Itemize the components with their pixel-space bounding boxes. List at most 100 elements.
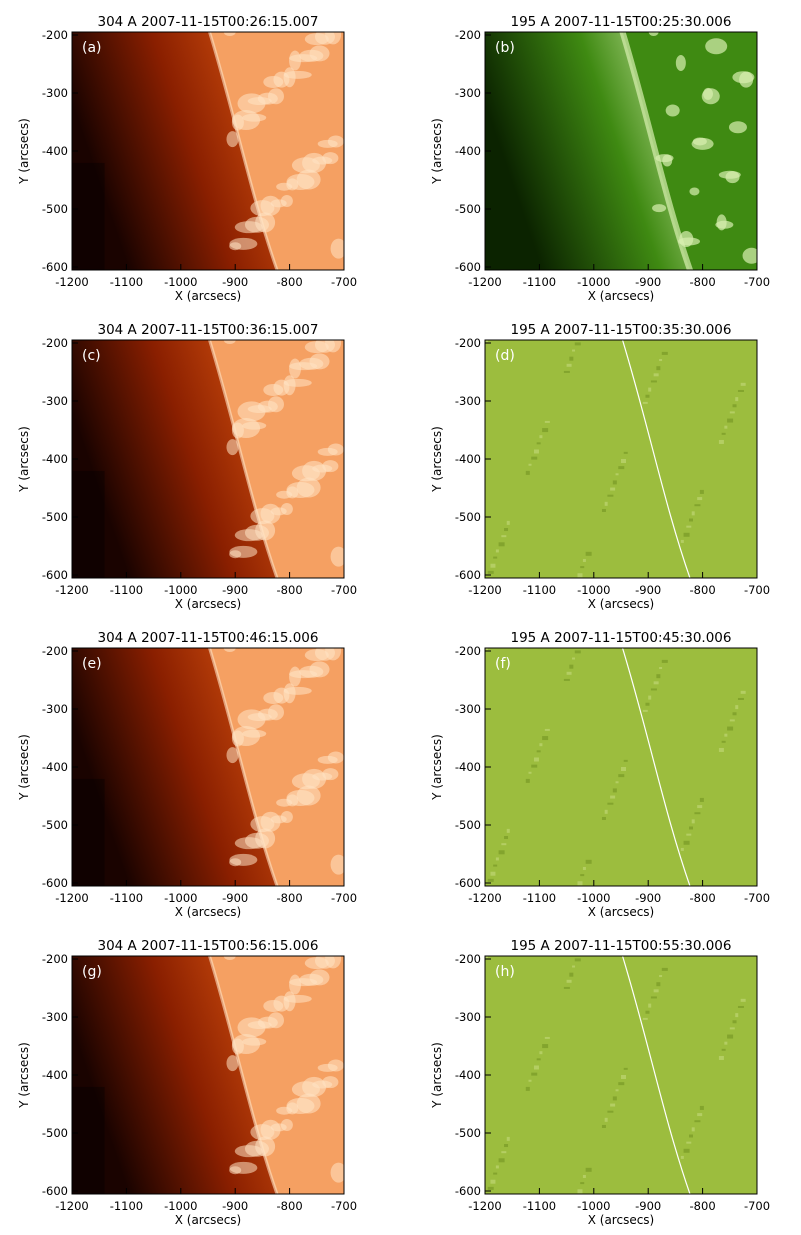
- x-tick-label: -1000: [577, 583, 610, 597]
- y-axis-label: Y (arcsecs): [430, 426, 444, 493]
- y-tick-label: -300: [42, 394, 68, 408]
- y-axis-label: Y (arcsecs): [17, 118, 31, 185]
- panel-c: 304 A 2007-11-15T00:36:15.007 (c) -1200 -11…: [17, 322, 357, 611]
- x-tick-label: -1000: [164, 275, 197, 289]
- y-tick-label: -200: [42, 644, 68, 658]
- y-axis-label: Y (arcsecs): [430, 734, 444, 801]
- x-tick-label: -700: [744, 891, 770, 905]
- x-tick-label: -800: [690, 583, 716, 597]
- panel-title: 195 A 2007-11-15T00:45:30.006: [511, 630, 732, 646]
- y-tick-label: -500: [455, 202, 481, 216]
- x-tick-label: -800: [690, 275, 716, 289]
- x-tick-label: -900: [222, 1199, 248, 1213]
- x-tick-label: -1100: [523, 275, 556, 289]
- y-tick-label: -600: [42, 876, 68, 890]
- y-tick-label: -400: [455, 1068, 481, 1082]
- y-tick-label: -200: [455, 644, 481, 658]
- panel-h: 195 A 2007-11-15T00:55:30.006 (h) -1200 -11…: [430, 938, 770, 1227]
- y-tick-label: -600: [42, 260, 68, 274]
- y-tick-label: -200: [455, 952, 481, 966]
- x-tick-label: -1200: [55, 1199, 88, 1213]
- x-axis-label: X (arcsecs): [175, 1213, 242, 1227]
- panel-f: 195 A 2007-11-15T00:45:30.006(f) -1200 -11…: [430, 630, 770, 919]
- y-tick-label: -400: [42, 452, 68, 466]
- x-tick-label: -1100: [110, 891, 143, 905]
- panel-e: 304 A 2007-11-15T00:46:15.006 (e) -1200 -11…: [17, 630, 357, 919]
- x-tick-label: -800: [277, 1199, 303, 1213]
- x-tick-label: -700: [331, 1199, 357, 1213]
- y-tick-label: -600: [42, 568, 68, 582]
- x-tick-label: -800: [690, 1199, 716, 1213]
- y-tick-label: -300: [42, 702, 68, 716]
- y-tick-label: -400: [42, 144, 68, 158]
- solar-image: [485, 648, 757, 886]
- y-tick-label: -500: [455, 510, 481, 524]
- x-tick-label: -1100: [523, 1199, 556, 1213]
- panel-b: 195 A 2007-11-15T00:25:30.006 (b) -1200 -11…: [430, 14, 770, 303]
- y-tick-label: -600: [42, 1184, 68, 1198]
- x-tick-label: -900: [222, 891, 248, 905]
- y-axis-label: Y (arcsecs): [17, 1042, 31, 1109]
- y-tick-label: -300: [42, 1010, 68, 1024]
- x-tick-label: -900: [222, 583, 248, 597]
- panel-label: (g): [82, 964, 102, 980]
- solar-image: [72, 32, 344, 270]
- x-tick-label: -900: [635, 1199, 661, 1213]
- x-axis-label: X (arcsecs): [588, 1213, 655, 1227]
- x-tick-label: -700: [744, 275, 770, 289]
- x-tick-label: -1200: [468, 1199, 501, 1213]
- solar-image: [72, 340, 344, 578]
- x-tick-label: -1200: [468, 891, 501, 905]
- x-tick-label: -1000: [577, 891, 610, 905]
- x-tick-label: -1200: [55, 891, 88, 905]
- y-tick-label: -200: [42, 952, 68, 966]
- x-tick-label: -1000: [577, 1199, 610, 1213]
- x-tick-label: -1000: [164, 1199, 197, 1213]
- x-tick-label: -700: [331, 275, 357, 289]
- y-tick-label: -300: [42, 86, 68, 100]
- x-tick-label: -1200: [55, 583, 88, 597]
- panel-label: (e): [82, 656, 102, 672]
- panel-label: (f): [495, 656, 511, 672]
- y-tick-label: -400: [455, 760, 481, 774]
- y-tick-label: -300: [455, 1010, 481, 1024]
- x-tick-label: -1100: [523, 583, 556, 597]
- panel-title: 304 A 2007-11-15T00:26:15.007: [98, 14, 319, 30]
- x-tick-label: -800: [277, 891, 303, 905]
- y-tick-label: -600: [455, 876, 481, 890]
- x-tick-label: -1200: [468, 583, 501, 597]
- panel-title: 195 A 2007-11-15T00:25:30.006: [511, 14, 732, 30]
- panel-d: 195 A 2007-11-15T00:35:30.006 (d) -1200 -11…: [430, 322, 770, 611]
- y-tick-label: -300: [455, 86, 481, 100]
- x-tick-label: -1000: [164, 583, 197, 597]
- y-tick-label: -300: [455, 394, 481, 408]
- y-tick-label: -400: [42, 760, 68, 774]
- y-axis-label: Y (arcsecs): [430, 1042, 444, 1109]
- y-tick-label: -600: [455, 1184, 481, 1198]
- solar-image: [72, 956, 344, 1194]
- y-tick-label: -200: [455, 336, 481, 350]
- x-axis-label: X (arcsecs): [588, 597, 655, 611]
- solar-image: [72, 648, 344, 886]
- panel-label: (c): [82, 348, 101, 364]
- y-axis-label: Y (arcsecs): [430, 118, 444, 185]
- x-axis-label: X (arcsecs): [588, 905, 655, 919]
- x-tick-label: -900: [635, 275, 661, 289]
- x-tick-label: -700: [331, 583, 357, 597]
- x-tick-label: -1200: [468, 275, 501, 289]
- x-axis-label: X (arcsecs): [175, 905, 242, 919]
- panel-label: (h): [495, 964, 515, 980]
- x-tick-label: -700: [744, 583, 770, 597]
- panel-label: (d): [495, 348, 515, 364]
- y-tick-label: -400: [455, 452, 481, 466]
- y-tick-label: -500: [42, 1126, 68, 1140]
- solar-image: [485, 32, 757, 270]
- x-tick-label: -1100: [110, 583, 143, 597]
- y-tick-label: -200: [42, 336, 68, 350]
- panel-label: (a): [82, 40, 102, 56]
- panel-a: 304 A 2007-11-15T00:26:15.007 (a) -1200 -11…: [17, 14, 357, 303]
- y-tick-label: -200: [42, 28, 68, 42]
- x-tick-label: -1000: [164, 891, 197, 905]
- y-tick-label: -500: [42, 510, 68, 524]
